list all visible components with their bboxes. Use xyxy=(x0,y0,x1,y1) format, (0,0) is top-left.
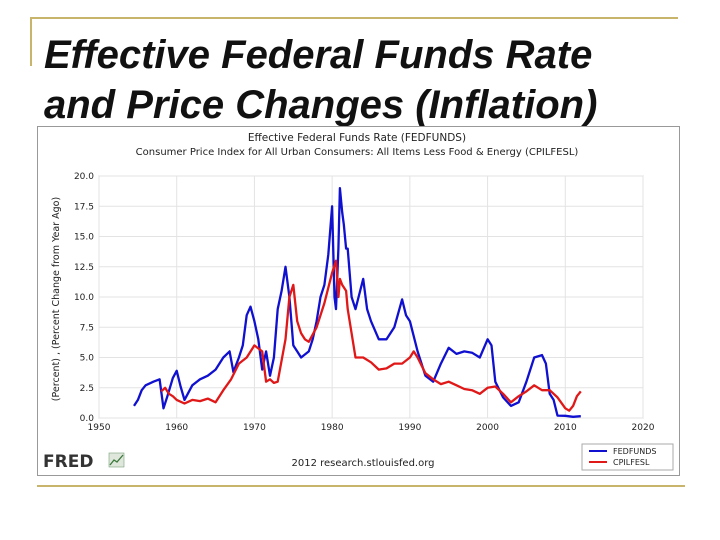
fred-brand: FRED xyxy=(43,452,93,472)
legend-label-cpilfesl: CPILFESL xyxy=(613,458,650,467)
x-tick-label: 1960 xyxy=(165,423,188,433)
y-axis-label: (Percent) , (Percent Change from Year Ag… xyxy=(51,197,62,401)
y-tick-label: 7.5 xyxy=(80,323,94,333)
x-tick-label: 1950 xyxy=(88,423,111,433)
fred-chart: Effective Federal Funds Rate (FEDFUNDS) … xyxy=(37,126,680,476)
x-tick-label: 2020 xyxy=(632,423,655,433)
x-tick-labels: 1950 1960 1970 1980 1990 2000 2010 2020 xyxy=(88,423,655,433)
y-tick-label: 12.5 xyxy=(74,263,94,273)
x-tick-label: 1980 xyxy=(321,423,344,433)
legend-label-fedfunds: FEDFUNDS xyxy=(613,447,657,456)
fred-logo: FRED xyxy=(43,452,125,472)
y-tick-label: 5.0 xyxy=(80,354,95,364)
x-tick-label: 2010 xyxy=(554,423,577,433)
x-tick-label: 2000 xyxy=(476,423,499,433)
source-note: 2012 research.stlouisfed.org xyxy=(291,458,434,469)
chart-title-line-2: Consumer Price Index for All Urban Consu… xyxy=(136,147,579,158)
legend: FEDFUNDS CPILFESL xyxy=(581,443,674,471)
y-tick-labels: 0.0 2.5 5.0 7.5 10.0 12.5 15.0 17.5 20.0 xyxy=(74,172,94,424)
chart-title-line-1: Effective Federal Funds Rate (FEDFUNDS) xyxy=(248,132,466,144)
decor-vertical-rule xyxy=(30,18,32,66)
legend-box xyxy=(581,443,674,471)
grid xyxy=(98,175,644,419)
series-line-fedfunds xyxy=(133,186,581,418)
fred-logo-graph-icon xyxy=(108,452,125,468)
y-tick-label: 20.0 xyxy=(74,172,94,182)
decor-bottom-rule xyxy=(37,485,685,487)
y-tick-label: 10.0 xyxy=(74,293,94,303)
decor-top-rule xyxy=(30,17,678,19)
series-lines xyxy=(133,186,582,418)
series-line-cpilfesl xyxy=(160,259,582,412)
slide-title: Effective Federal Funds Rate and Price C… xyxy=(44,30,704,130)
slide-title-line-1: Effective Federal Funds Rate xyxy=(44,33,593,77)
x-tick-label: 1990 xyxy=(398,423,421,433)
y-tick-label: 2.5 xyxy=(80,384,94,394)
slide-title-line-2: and Price Changes (Inflation) xyxy=(44,83,598,127)
fred-logo-graph-line xyxy=(109,454,124,466)
y-tick-label: 0.0 xyxy=(80,414,95,424)
y-tick-label: 15.0 xyxy=(74,233,94,243)
x-tick-label: 1970 xyxy=(243,423,266,433)
y-tick-label: 17.5 xyxy=(74,202,94,212)
